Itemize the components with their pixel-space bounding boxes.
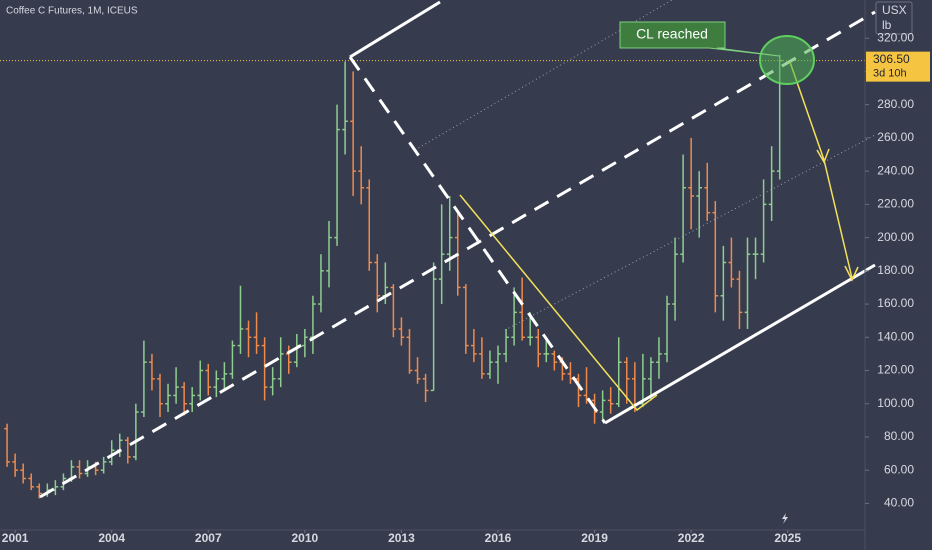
countdown: 3d 10h <box>873 68 907 80</box>
overlay: 40.00 60.00 80.00 100.00 120.00 140.00 160.00 1… <box>2 30 930 545</box>
channel-bottom <box>604 263 876 425</box>
y-tick-label: 260.00 <box>877 130 914 144</box>
x-tick-label: 2016 <box>485 531 512 545</box>
x-tick-label: 2013 <box>388 531 415 545</box>
x-tick-label: 2001 <box>2 531 29 545</box>
arrow-head <box>816 148 830 164</box>
x-tick-label: 2025 <box>774 531 801 545</box>
unit: lb <box>882 18 892 32</box>
y-tick-label: 200.00 <box>877 230 914 244</box>
drawings <box>39 0 876 499</box>
y-tick-label: 160.00 <box>877 296 914 310</box>
y-tick-label: 280.00 <box>877 97 914 111</box>
y-tick-label: 320.00 <box>877 30 914 44</box>
y-tick-label: 40.00 <box>884 496 914 510</box>
yellow-line <box>459 194 658 412</box>
lightning-icon[interactable] <box>782 513 788 524</box>
dotted-line <box>504 134 876 331</box>
x-tick-label: 2019 <box>581 531 608 545</box>
x-tick-label: 2010 <box>292 531 319 545</box>
y-tick-label: 80.00 <box>884 429 914 443</box>
pitchfork-handle <box>348 56 607 424</box>
currency: USX <box>882 3 907 17</box>
chart-title: Coffee C Futures, 1M, ICEUS <box>6 6 138 17</box>
dotted-line <box>414 0 673 151</box>
arrow-head <box>844 265 859 282</box>
median-line <box>39 10 876 499</box>
x-tick-label: 2007 <box>195 531 222 545</box>
y-tick-label: 120.00 <box>877 363 914 377</box>
x-tick-label: 2022 <box>678 531 705 545</box>
y-tick-label: 220.00 <box>877 197 914 211</box>
channel-top <box>349 0 441 59</box>
last-price-label: 306.50 <box>873 52 910 66</box>
plot-area <box>0 54 865 499</box>
y-tick-label: 60.00 <box>884 462 914 476</box>
y-tick-label: 140.00 <box>877 329 914 343</box>
callout-text: CL reached <box>636 26 708 42</box>
y-tick-label: 100.00 <box>877 396 914 410</box>
y-tick-label: 180.00 <box>877 263 914 277</box>
highlight-circle <box>759 35 815 85</box>
callout-box <box>619 21 780 57</box>
unit-box[interactable] <box>875 1 913 35</box>
last-price-box <box>866 51 930 82</box>
x-tick-label: 2004 <box>98 531 125 545</box>
y-tick-label: 240.00 <box>877 163 914 177</box>
